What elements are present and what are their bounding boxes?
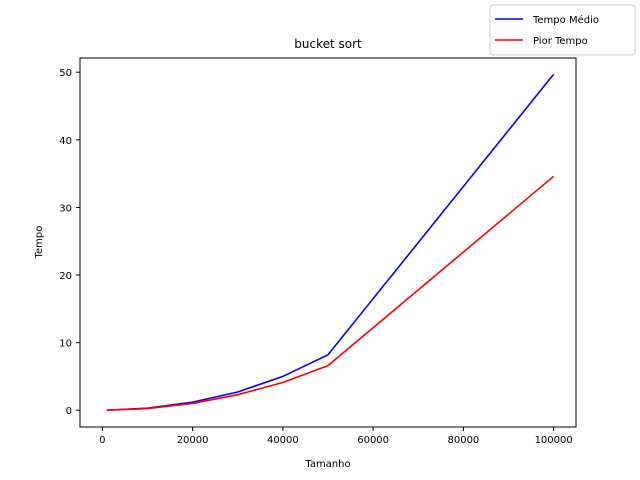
x-tick-label: 0 — [99, 435, 105, 446]
y-tick-label: 40 — [59, 136, 72, 147]
y-tick-label: 30 — [59, 203, 72, 214]
legend-box — [489, 4, 636, 56]
series-line-2 — [106, 175, 555, 412]
legend-label: Pior Tempo — [533, 36, 588, 47]
y-tick-label: 20 — [59, 271, 72, 282]
y-axis: 0 10 20 30 40 50 — [59, 68, 80, 417]
x-tick-label: 80000 — [447, 435, 479, 446]
legend: Tempo Médio Pior Tempo — [489, 4, 636, 56]
x-tick-label: 40000 — [267, 435, 299, 446]
y-tick-label: 0 — [66, 406, 72, 417]
plot-area — [79, 57, 577, 428]
legend-label: Tempo Médio — [532, 14, 599, 26]
y-tick-label: 10 — [59, 339, 72, 350]
x-axis: 0 20000 40000 60000 80000 100000 — [99, 427, 573, 446]
y-axis-label: Tempo — [34, 226, 45, 260]
chart-title: bucket sort — [294, 37, 362, 51]
x-tick-label: 100000 — [535, 435, 573, 446]
series-lines — [106, 73, 555, 412]
x-tick-label: 60000 — [357, 435, 389, 446]
y-tick-label: 50 — [59, 68, 72, 79]
x-axis-label: Tamanho — [304, 459, 350, 470]
x-tick-label: 20000 — [177, 435, 209, 446]
plot-frame — [79, 57, 577, 428]
